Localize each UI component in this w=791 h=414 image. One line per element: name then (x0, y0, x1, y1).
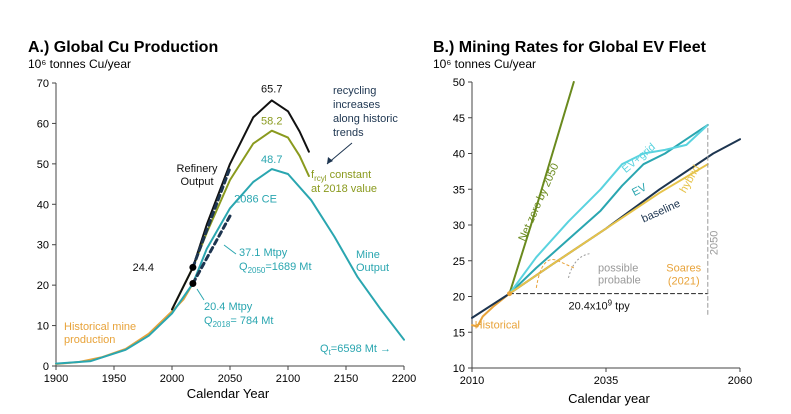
annotation-q2018: Q2018= 784 Mt (204, 315, 273, 329)
annotation-recycling: along historic (333, 113, 398, 125)
panel-a-title: A.) Global Cu Production (28, 39, 218, 56)
annotation-frcyl: frcyl constant (311, 169, 371, 183)
y-tick-label: 20 (453, 292, 465, 304)
annotation-soares: Soares (666, 262, 701, 274)
panel-a-axes: 1900 1950 2000 2050 2100 2150 2200 0 10 20 30 40 50 6… (37, 78, 416, 385)
annotation-mine: Output (356, 262, 389, 274)
y-tick-label: 0 (43, 361, 49, 373)
annotation-soares: (2021) (668, 275, 700, 287)
annotation-frcyl-line2: at 2018 value (311, 183, 377, 195)
y-tick-label: 15 (453, 327, 465, 339)
data-marker-2017 (507, 291, 513, 297)
y-tick-label: 30 (453, 220, 465, 232)
panel-b-axes: 2010 2035 2060 10 15 20 25 30 35 40 45 50 (453, 77, 752, 387)
x-tick-label: 2000 (160, 373, 184, 385)
panel-b-units: 10⁶ tonnes Cu/year (433, 57, 536, 71)
recycling-arrowhead (327, 157, 333, 164)
annotation-historical: production (64, 334, 115, 346)
y-tick-label: 35 (453, 184, 465, 196)
annotation-24-4: 24.4 (133, 262, 154, 274)
panel-b-title: B.) Mining Rates for Global EV Fleet (433, 39, 707, 56)
annotation-historical: Historical mine (64, 321, 136, 333)
y-tick-label: 40 (37, 199, 49, 211)
x-tick-label: 2200 (392, 373, 416, 385)
y-tick-label: 50 (37, 159, 49, 171)
annotation-37-mtpy: 37.1 Mtpy (239, 247, 288, 259)
annotation-evgrid: EV+grid (620, 141, 658, 176)
x-tick-label: 1950 (102, 373, 126, 385)
annotation-q2050: Q2050=1689 Mt (239, 261, 312, 275)
annotation-20-mtpy: 20.4 Mtpy (204, 301, 253, 313)
peak-label-refinery: 58.2 (261, 116, 282, 128)
annotation-refinery: Output (180, 176, 213, 188)
y-tick-label: 30 (37, 240, 49, 252)
peak-label-recycling: 65.7 (261, 83, 282, 95)
panel-a: A.) Global Cu Production 10⁶ tonnes Cu/y… (28, 39, 416, 401)
panel-b-series (471, 81, 741, 328)
annotation-qt: Qt=6598 Mt → (320, 343, 391, 357)
y-tick-label: 70 (37, 78, 49, 90)
panel-b-annotations: Net zero by 2050EV+gridEVbaselinehybrid2… (475, 141, 721, 332)
x-tick-label: 2035 (594, 375, 618, 387)
y-tick-label: 50 (453, 77, 465, 89)
x-tick-label: 2050 (218, 373, 242, 385)
x-tick-label: 2060 (728, 375, 752, 387)
y-tick-label: 40 (453, 149, 465, 161)
series-line-netzero (508, 81, 575, 295)
probable-arc (567, 253, 591, 279)
y-tick-label: 25 (453, 256, 465, 268)
x-tick-label: 1900 (44, 373, 68, 385)
annotation-probable: probable (598, 275, 641, 287)
x-tick-label: 2100 (276, 373, 300, 385)
y-tick-label: 60 (37, 118, 49, 130)
series-line-mine_proj (191, 214, 232, 285)
annotation-tpy: 20.4x109 tpy (568, 299, 630, 313)
panel-a-annotations: 65.7 58.2 48.7 recycling increases along hist… (64, 83, 398, 357)
annotation-ev: EV (630, 181, 649, 199)
peak-label-mine: 48.7 (261, 154, 282, 166)
possible-arc (535, 259, 575, 288)
x-tick-label: 2150 (334, 373, 358, 385)
y-tick-label: 45 (453, 113, 465, 125)
annotation-recycling: trends (333, 127, 364, 139)
panel-a-units: 10⁶ tonnes Cu/year (28, 57, 131, 71)
x-tick-label: 2010 (460, 375, 484, 387)
annotation-netzero: Net zero by 2050 (516, 162, 561, 243)
annotation-2050: 2050 (708, 231, 720, 255)
annotation-2086-ce: 2086 CE (234, 193, 277, 205)
annotation-37-pointer (223, 244, 237, 255)
data-marker (189, 280, 197, 288)
annotation-refinery: Refinery (177, 163, 218, 175)
annotation-historical-b: Historical (475, 320, 520, 332)
annotation-mine: Mine (356, 249, 380, 261)
annotation-possible: possible (598, 262, 638, 274)
panel-a-xlabel: Calendar Year (187, 386, 270, 401)
annotation-recycling: increases (333, 99, 381, 111)
y-tick-label: 20 (37, 280, 49, 292)
annotation-20-pointer (196, 288, 205, 301)
y-tick-label: 10 (453, 363, 465, 375)
panel-b-xlabel: Calendar year (568, 391, 650, 406)
y-tick-label: 10 (37, 321, 49, 333)
data-marker (189, 263, 197, 271)
series-line-ev (508, 123, 709, 295)
series-line-evgrid (508, 123, 709, 295)
annotation-recycling: recycling (333, 85, 376, 97)
panel-a-series (55, 99, 405, 365)
panel-b: B.) Mining Rates for Global EV Fleet 10⁶… (433, 39, 752, 406)
series-line-refinery_proj (191, 166, 232, 269)
series-line-hybrid (508, 163, 709, 295)
series-line-mine (55, 168, 405, 365)
